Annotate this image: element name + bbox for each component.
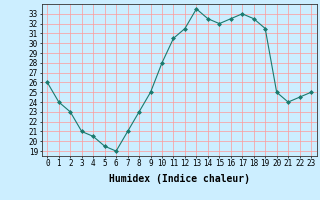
X-axis label: Humidex (Indice chaleur): Humidex (Indice chaleur) [109, 174, 250, 184]
